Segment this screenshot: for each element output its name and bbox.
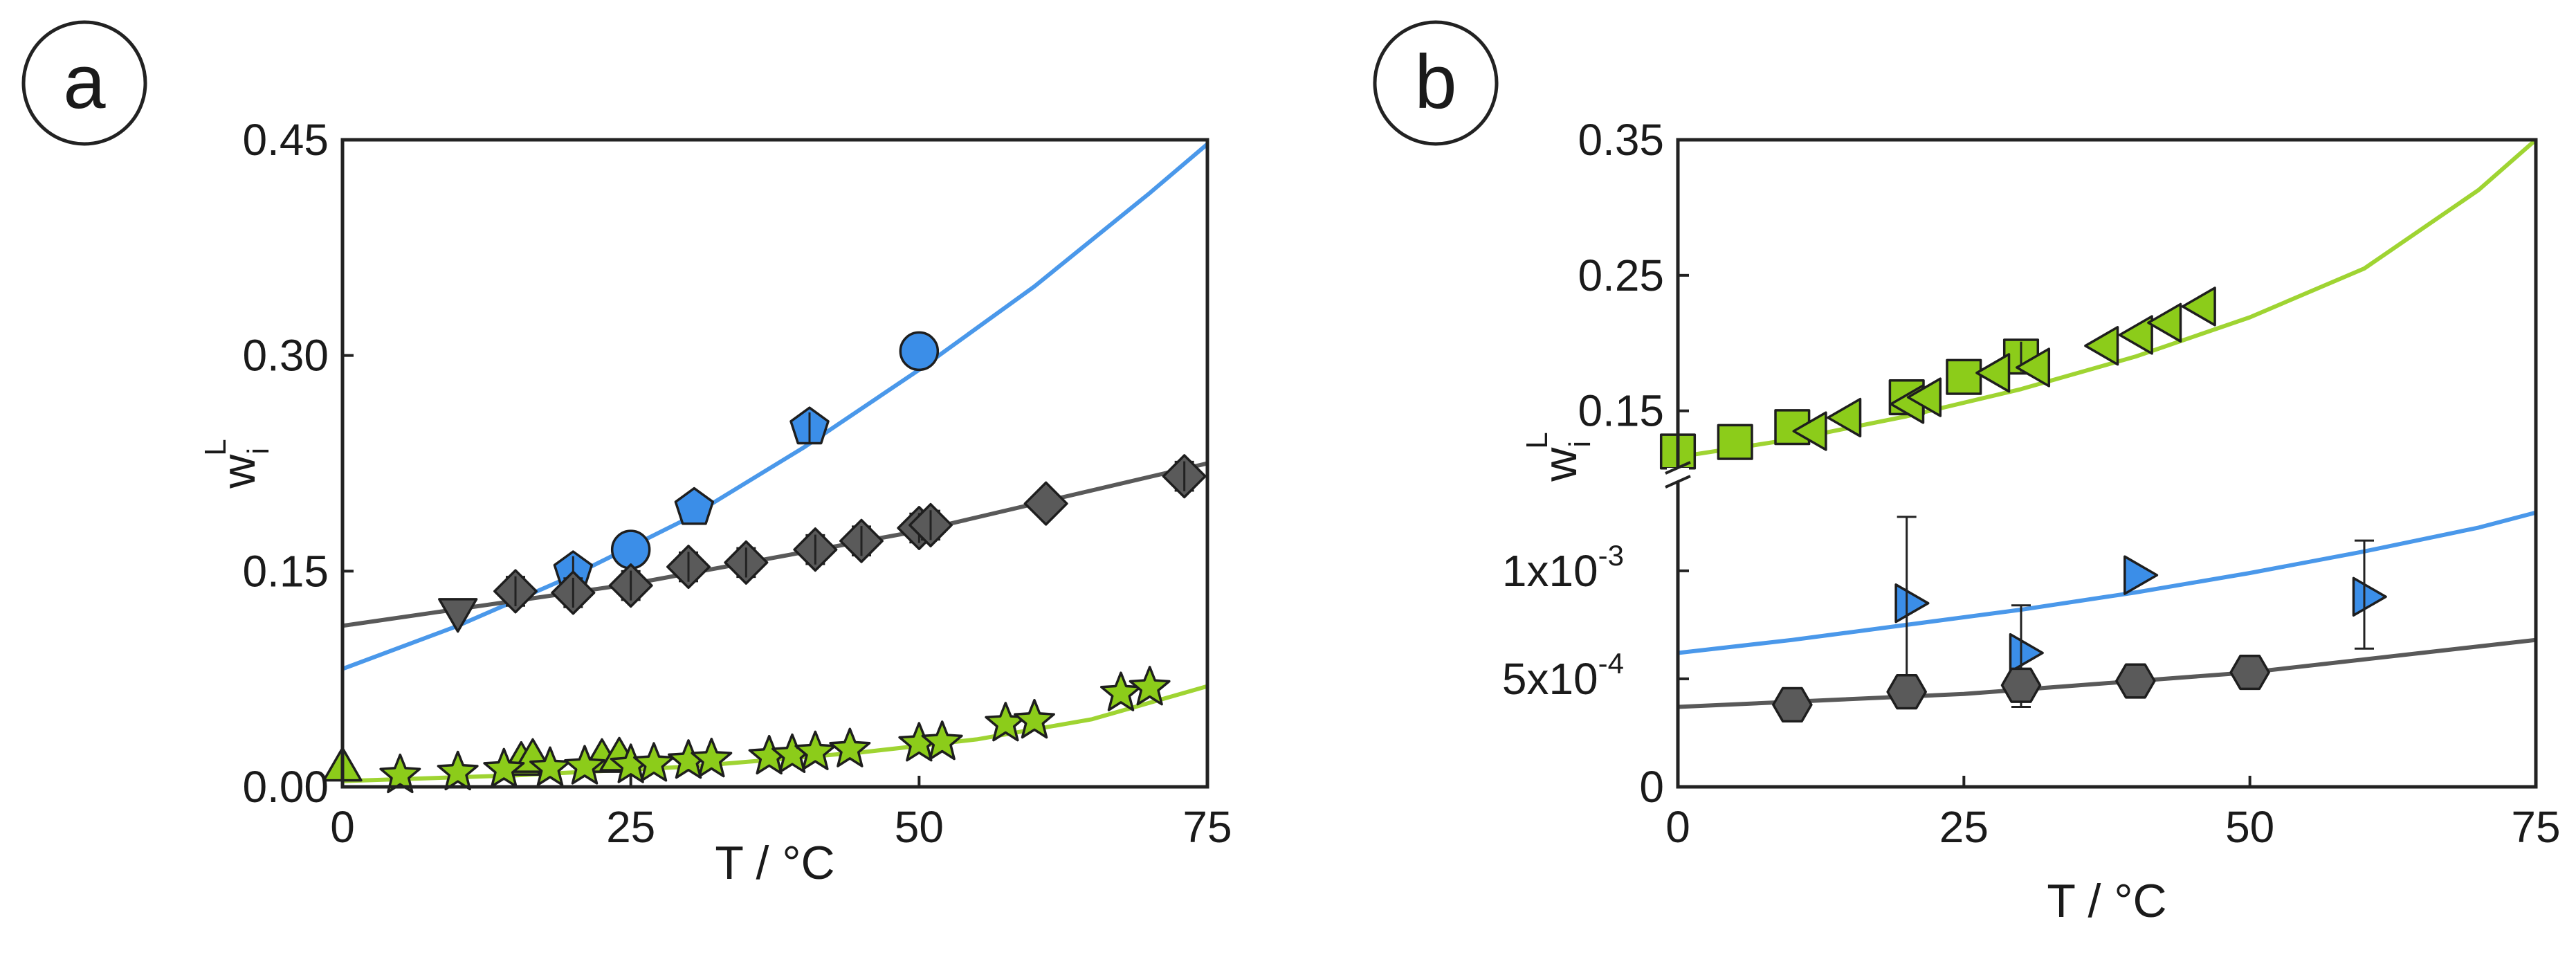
panel-b-y-title-base: w: [1534, 447, 1587, 482]
panel-a-label: a: [63, 39, 106, 125]
panel-b-frame: [1676, 138, 2538, 789]
panel-b-label-circle: [1373, 20, 1499, 146]
panel-b-upper-markers: [1659, 286, 2216, 470]
panel-b-upper-triangle-left-7: [2084, 326, 2119, 366]
panel-b-y-title-sub: i: [1563, 441, 1597, 448]
panel-a-ytick-label-3: 0.45: [242, 115, 329, 165]
panel-b-xtick-label-2: 50: [2225, 802, 2274, 852]
panel-b-upper-triangle-left-1: [1792, 411, 1827, 451]
panel-b-upper-ytick-label-2: 0.35: [1578, 115, 1664, 165]
panel-a-xtick-label-1: 25: [606, 802, 655, 852]
panel-b-axis-break-marks: [1665, 461, 1691, 489]
panel-a-star-12: [794, 730, 837, 770]
panel-a-star-17: [1014, 698, 1055, 739]
panel-a-axes: 0.00 0.15 0.30 0.45 0 25 50 75: [242, 115, 1232, 852]
panel-b-label: b: [1414, 39, 1456, 125]
panel-b-lower-triangle-right-1: [1894, 583, 1930, 624]
panel-b-lower-curves: [1678, 510, 2536, 709]
panel-b-upper-triangle-left-2: [1827, 397, 1862, 438]
panel-a-xtick-label-0: 0: [330, 802, 355, 852]
panel-b-y-title-sup: L: [1520, 432, 1554, 448]
panel-a: a 0.00 0.15 0.30 0.45 0 25 50 75 T / °C wi L: [21, 20, 1232, 889]
panel-b-xtick-label-0: 0: [1665, 802, 1690, 852]
panel-a-xtick-label-2: 50: [895, 802, 944, 852]
panel-b-upper-square-5: [1946, 358, 1982, 395]
panel-a-pentagon-2: [674, 486, 715, 525]
panel-a-y-title-sub: i: [241, 448, 275, 455]
panel-a-circle-1: [610, 529, 651, 570]
panel-b-upper-ytick-label-1: 0.25: [1578, 251, 1664, 300]
panel-b-plot-area: [1659, 140, 2536, 722]
panel-b-lower-ytick-label-1: 5x10-4: [1502, 647, 1624, 704]
panel-a-star-13: [829, 727, 871, 767]
panel-a-star-1: [379, 753, 421, 794]
panel-a-diamond-10: [1023, 481, 1068, 526]
panel-a-y-title-base: w: [212, 454, 265, 489]
panel-a-curves: [342, 142, 1207, 783]
panel-b-lower-triangle-right-3: [2123, 555, 2159, 595]
panel-b: b 0.15 0.25 0.35 0 5x10-4 1x10-3 0 25 50 75 T / °…: [1373, 20, 2561, 927]
panel-a-star-7: [633, 742, 675, 782]
svg-text:wiL: wi L: [1520, 432, 1597, 482]
panel-b-x-axis-title: T / °C: [2047, 875, 2166, 927]
panel-a-x-axis-title: T / °C: [715, 837, 834, 889]
panel-b-lower-hexagon-2: [1886, 674, 1927, 710]
svg-text:wiL: wi L: [199, 439, 275, 489]
panel-b-upper-ytick-label-0: 0.15: [1578, 386, 1664, 436]
panel-b-lower-ytick-exp-1: -4: [1598, 647, 1624, 680]
panel-a-star-15: [921, 720, 963, 761]
panel-b-upper-triangle-left-9: [2147, 302, 2182, 343]
panel-a-fit-blue_line: [342, 142, 1207, 671]
panel-b-lower-markers: [1772, 516, 2387, 722]
panel-b-xtick-label-1: 25: [1939, 802, 1989, 852]
panel-b-lower-hexagon-1: [1772, 686, 1813, 722]
panel-a-star-9: [691, 738, 733, 778]
panel-a-plot-area: [322, 142, 1207, 794]
panel-b-xtick-label-3: 75: [2511, 802, 2560, 852]
panel-a-triangle-down-1: [438, 598, 478, 633]
panel-b-upper-triangle-left-4: [1906, 377, 1942, 417]
panel-b-upper-triangle-left-8: [2118, 315, 2153, 355]
panel-b-lower-hexagon-4: [2115, 663, 2156, 699]
panel-b-upper-triangle-left-10: [2181, 286, 2216, 327]
panel-b-lower-hexagon-3: [2000, 667, 2042, 703]
panel-a-ytick-label-0: 0.00: [242, 762, 329, 812]
panel-a-label-circle: [21, 20, 147, 146]
panel-a-circle-2: [899, 331, 940, 372]
panel-a-markers: [322, 331, 1207, 794]
panel-b-lower-triangle-right-4: [2352, 576, 2387, 617]
panel-b-lower-hexagon-5: [2229, 654, 2270, 691]
panel-a-star-5: [564, 745, 605, 785]
panel-b-lower-ytick-label-0: 0: [1639, 762, 1664, 812]
panel-a-star-3: [483, 747, 525, 788]
panel-b-y-axis-title: wi L: [1520, 432, 1597, 482]
panel-a-ytick-label-1: 0.15: [242, 546, 329, 596]
panel-a-fit-gray_line: [342, 461, 1207, 628]
panel-b-upper-triangle-left-6: [2016, 347, 2051, 388]
panel-a-star-2: [437, 750, 479, 791]
panel-b-lower-triangle-right-2: [2009, 633, 2044, 673]
panel-a-ytick-label-2: 0.30: [242, 331, 329, 381]
panel-a-star-18: [1100, 671, 1142, 711]
panel-a-y-axis-title: wi L: [199, 439, 275, 489]
panel-b-upper-square-2: [1717, 424, 1753, 460]
panel-b-axes: 0.15 0.25 0.35 0 5x10-4 1x10-3 0 25 50 75: [1502, 115, 2561, 852]
panel-b-upper-triangle-left-5: [1975, 353, 2011, 393]
panel-b-lower-fit-gray_line: [1678, 637, 2536, 709]
panel-b-lower-ytick-label-2: 1x10-3: [1502, 539, 1624, 596]
panel-b-upper-curves: [1678, 140, 2536, 460]
panel-a-star-19: [1129, 666, 1171, 706]
panel-a-y-title-sup: L: [199, 439, 232, 455]
panel-b-lower-fit-blue_line: [1678, 510, 2536, 655]
panel-a-xtick-label-3: 75: [1182, 802, 1232, 852]
panel-b-upper-fit-green_line: [1678, 140, 2536, 460]
panel-b-lower-ytick-exp-2: -3: [1598, 539, 1624, 572]
panel-a-frame: [340, 138, 1209, 789]
